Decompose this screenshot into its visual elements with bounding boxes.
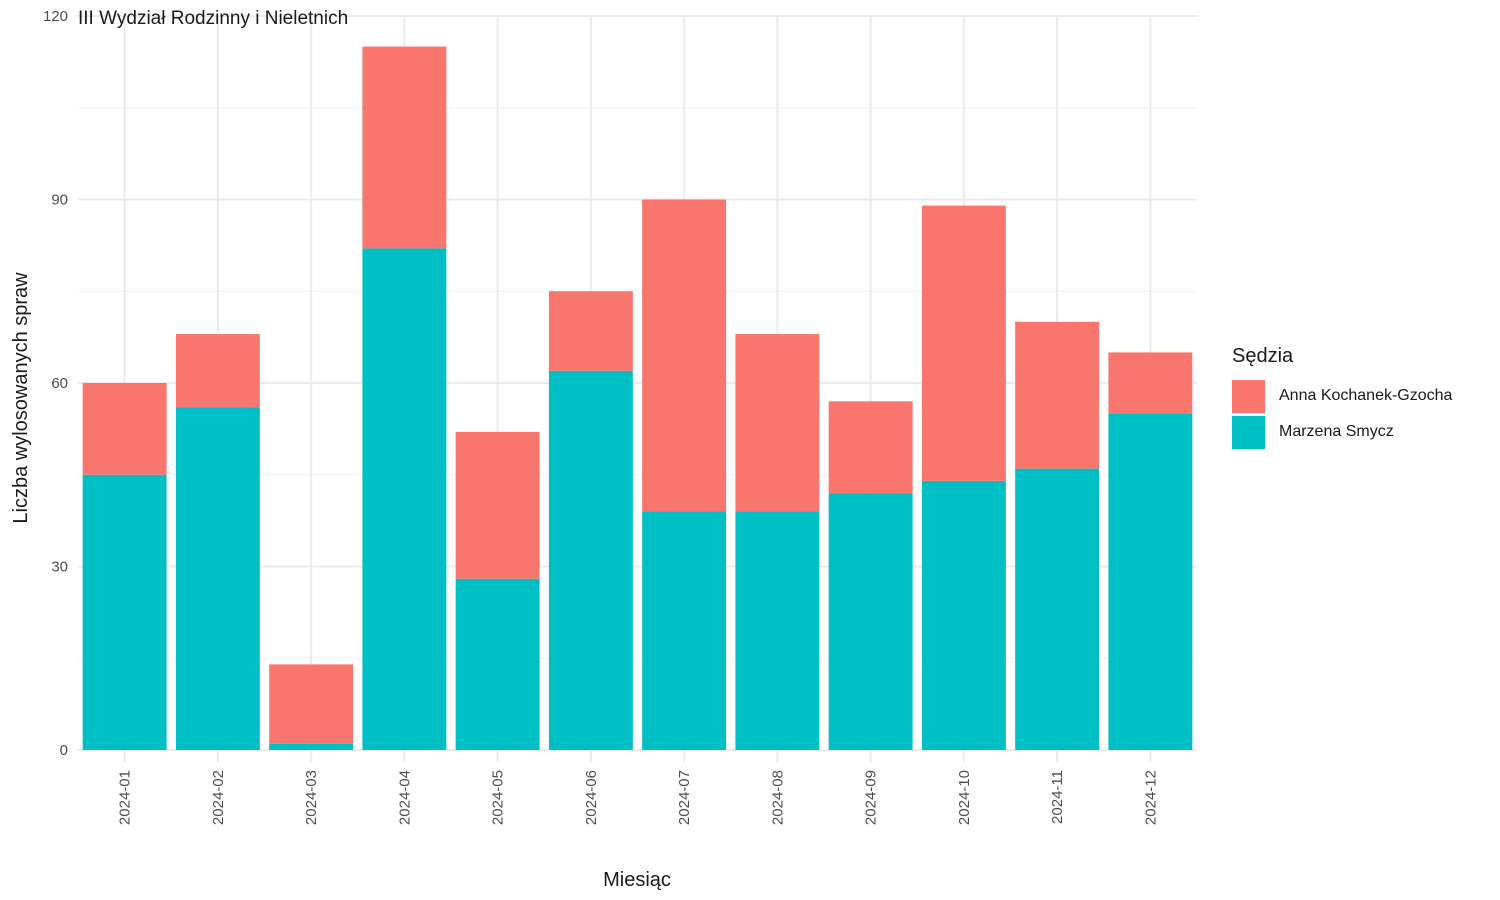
- y-tick-label: 30: [51, 559, 68, 576]
- bar-segment-2024-08-anna: [735, 334, 820, 512]
- y-axis-title: Liczba wylosowanych spraw: [10, 272, 32, 524]
- x-tick-label: 2024-11: [1049, 770, 1066, 824]
- y-tick-labels: 0 30 60 90 120: [43, 8, 68, 759]
- bar-segment-2024-02-marzena: [175, 407, 260, 750]
- bar-segment-2024-10-marzena: [921, 480, 1006, 750]
- bar-segment-2024-05-marzena: [455, 578, 540, 750]
- bar-segment-2024-04-anna: [362, 46, 447, 249]
- bar-segment-2024-06-anna: [548, 291, 633, 371]
- bar-segment-2024-10-anna: [921, 205, 1006, 481]
- y-tick-label: 120: [43, 8, 68, 25]
- x-tick-labels: 2024-01 2024-02 2024-03 2024-04 2024-05 2024-…: [117, 770, 1160, 825]
- y-tick-label: 90: [51, 192, 68, 209]
- legend-swatch-anna: [1232, 379, 1265, 413]
- chart-title: III Wydział Rodzinny i Nieletnich: [78, 8, 349, 29]
- x-tick-label: 2024-01: [117, 770, 134, 825]
- x-tick-label: 2024-05: [490, 770, 507, 825]
- bar-segment-2024-04-marzena: [362, 248, 447, 750]
- bar-segment-2024-01-anna: [82, 383, 167, 475]
- legend-title: Sędzia: [1232, 345, 1294, 367]
- bar-segment-2024-03-marzena: [269, 743, 354, 750]
- legend-item-anna: Anna Kochanek-Gzocha: [1232, 378, 1452, 414]
- x-tick-label: 2024-07: [676, 770, 693, 825]
- bar-segment-2024-09-anna: [828, 401, 913, 494]
- bar-segment-2024-09-marzena: [828, 493, 913, 750]
- bar-segment-2024-01-marzena: [82, 474, 167, 750]
- bar-segment-2024-03-anna: [269, 664, 354, 744]
- x-tick-label: 2024-04: [396, 770, 413, 825]
- x-tick-label: 2024-10: [956, 770, 973, 825]
- x-tick-label: 2024-12: [1142, 770, 1159, 825]
- y-tick-label: 0: [60, 742, 68, 759]
- legend: Sędzia Anna Kochanek-Gzocha Marzena Smyc…: [1232, 345, 1452, 450]
- bar-segment-2024-06-marzena: [548, 370, 633, 750]
- x-tick-label: 2024-08: [769, 770, 786, 825]
- bar-segment-2024-02-anna: [175, 334, 260, 408]
- x-tick-label: 2024-09: [863, 770, 880, 825]
- bar-segment-2024-07-anna: [642, 199, 727, 512]
- x-tick-label: 2024-06: [583, 770, 600, 825]
- x-tick-label: 2024-03: [303, 770, 320, 825]
- x-axis-title: Miesiąc: [603, 869, 671, 891]
- bar-segment-2024-08-marzena: [735, 511, 820, 750]
- legend-item-marzena: Marzena Smycz: [1232, 414, 1452, 450]
- legend-label-marzena: Marzena Smycz: [1279, 423, 1394, 440]
- y-tick-label: 60: [51, 375, 68, 392]
- bar-segment-2024-12-marzena: [1108, 413, 1193, 750]
- bar-segment-2024-11-marzena: [1015, 468, 1100, 750]
- bar-segment-2024-07-marzena: [642, 511, 727, 750]
- bar-segment-2024-11-anna: [1015, 321, 1100, 469]
- bar-segment-2024-05-anna: [455, 431, 540, 579]
- x-tick-label: 2024-02: [210, 770, 227, 825]
- legend-swatch-marzena: [1232, 415, 1265, 449]
- legend-label-anna: Anna Kochanek-Gzocha: [1279, 387, 1453, 404]
- bars: [82, 46, 1193, 750]
- bar-segment-2024-12-anna: [1108, 352, 1193, 414]
